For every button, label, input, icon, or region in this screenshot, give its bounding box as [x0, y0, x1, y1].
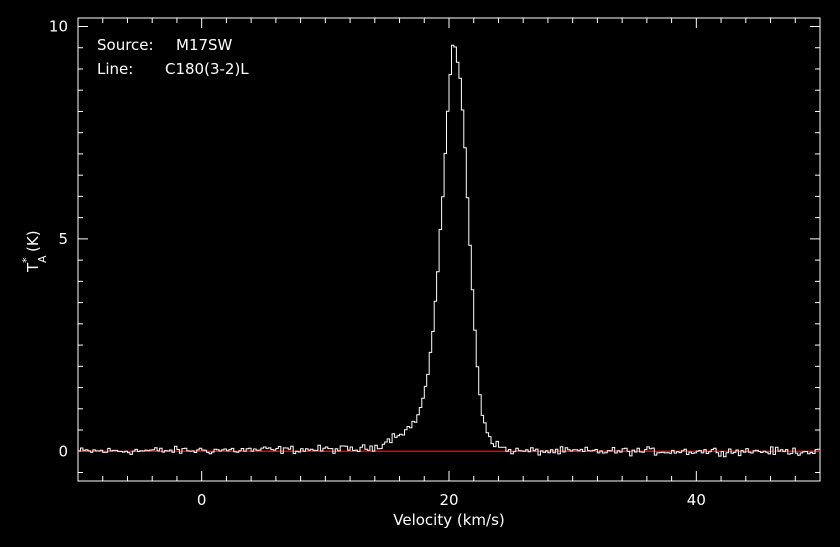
x-tick-label: 0: [197, 491, 207, 509]
x-tick-label: 40: [687, 491, 706, 509]
x-tick-label: 20: [439, 491, 458, 509]
line-value: C180(3-2)L: [165, 60, 249, 78]
line-label: Line:: [97, 60, 133, 78]
y-axis-label: T * A (K): [20, 230, 49, 273]
y-axis-label-star: *: [20, 257, 33, 263]
y-axis-label-t: T: [24, 262, 42, 273]
axis-ticks: 0 20 40 0 5 10: [49, 17, 821, 509]
x-axis-label: Velocity (km/s): [393, 511, 504, 529]
source-label: Source:: [97, 36, 154, 54]
y-tick-label: 5: [58, 230, 68, 248]
y-tick-label: 0: [58, 442, 68, 460]
spectrum-line: [78, 44, 820, 458]
y-tick-label: 10: [49, 17, 68, 35]
y-axis-label-sub: A: [36, 255, 49, 263]
source-value: M17SW: [176, 36, 233, 54]
y-axis-label-unit: (K): [24, 230, 42, 252]
